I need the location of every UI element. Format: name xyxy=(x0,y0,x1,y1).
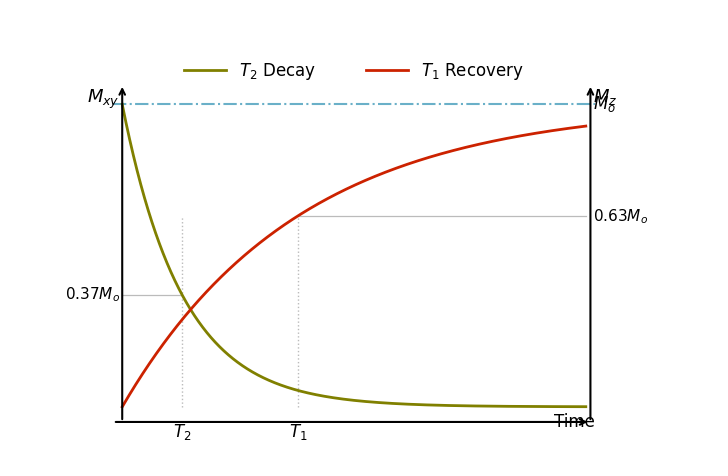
Text: $M_{xy}$: $M_{xy}$ xyxy=(87,88,120,110)
Text: $M_z$: $M_z$ xyxy=(593,88,617,108)
Text: $T_1$: $T_1$ xyxy=(289,422,308,442)
Text: $M_o$: $M_o$ xyxy=(593,94,616,114)
Legend: $T_2$ Decay, $T_1$ Recovery: $T_2$ Decay, $T_1$ Recovery xyxy=(178,55,531,89)
Text: $T_2$: $T_2$ xyxy=(173,422,191,442)
Text: Time: Time xyxy=(554,413,595,431)
Text: $0.37M_o$: $0.37M_o$ xyxy=(65,286,120,304)
Text: $0.63M_o$: $0.63M_o$ xyxy=(593,207,648,226)
